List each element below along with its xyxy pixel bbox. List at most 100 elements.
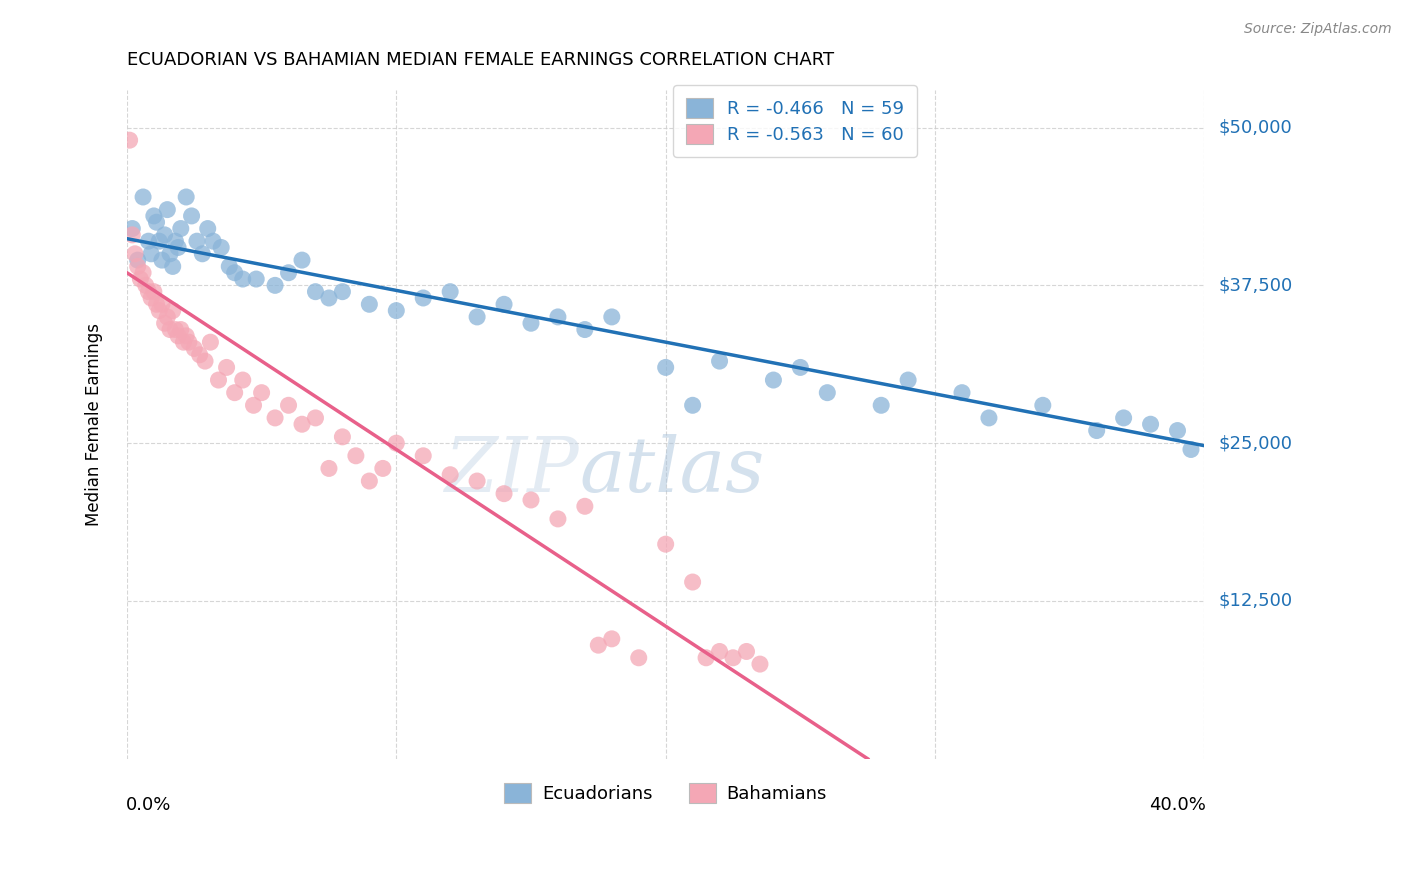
Legend: Ecuadorians, Bahamians: Ecuadorians, Bahamians bbox=[498, 776, 834, 810]
Point bbox=[344, 449, 367, 463]
Text: 40.0%: 40.0% bbox=[1149, 796, 1205, 814]
Point bbox=[194, 354, 217, 368]
Point bbox=[162, 303, 184, 318]
Point bbox=[950, 385, 973, 400]
Point bbox=[439, 467, 461, 482]
Text: atlas: atlas bbox=[579, 434, 765, 508]
Point bbox=[138, 285, 160, 299]
Point bbox=[762, 373, 785, 387]
Point bbox=[1112, 411, 1135, 425]
Point bbox=[574, 322, 596, 336]
Point bbox=[600, 310, 623, 324]
Point bbox=[385, 436, 408, 450]
Point bbox=[145, 297, 167, 311]
Point bbox=[385, 303, 408, 318]
Point bbox=[627, 650, 650, 665]
Point bbox=[264, 278, 287, 293]
Point bbox=[170, 221, 193, 235]
Point bbox=[153, 227, 176, 242]
Point bbox=[520, 316, 543, 330]
Point bbox=[132, 190, 155, 204]
Point bbox=[150, 297, 173, 311]
Point bbox=[215, 360, 238, 375]
Point bbox=[159, 322, 181, 336]
Point bbox=[156, 202, 179, 217]
Point bbox=[574, 500, 596, 514]
Point bbox=[186, 234, 208, 248]
Point bbox=[207, 373, 229, 387]
Point bbox=[153, 316, 176, 330]
Point bbox=[127, 253, 149, 268]
Point bbox=[242, 398, 264, 412]
Point bbox=[224, 266, 246, 280]
Point bbox=[371, 461, 394, 475]
Text: ZIP: ZIP bbox=[444, 434, 579, 508]
Point bbox=[142, 285, 165, 299]
Point bbox=[588, 638, 610, 652]
Point bbox=[118, 133, 141, 147]
Point bbox=[1166, 424, 1188, 438]
Point bbox=[167, 240, 190, 254]
Text: Source: ZipAtlas.com: Source: ZipAtlas.com bbox=[1244, 22, 1392, 37]
Text: $12,500: $12,500 bbox=[1219, 592, 1292, 610]
Text: $25,000: $25,000 bbox=[1219, 434, 1292, 452]
Point bbox=[789, 360, 811, 375]
Point bbox=[520, 493, 543, 508]
Point bbox=[897, 373, 920, 387]
Point bbox=[492, 297, 515, 311]
Point bbox=[232, 373, 254, 387]
Point bbox=[332, 430, 354, 444]
Point bbox=[682, 398, 704, 412]
Point bbox=[183, 342, 205, 356]
Point bbox=[200, 335, 222, 350]
Point bbox=[870, 398, 893, 412]
Point bbox=[141, 291, 163, 305]
Point bbox=[465, 310, 488, 324]
Point bbox=[709, 644, 731, 658]
Point bbox=[304, 285, 326, 299]
Point bbox=[412, 291, 434, 305]
Point bbox=[174, 329, 197, 343]
Point bbox=[815, 385, 838, 400]
Text: ECUADORIAN VS BAHAMIAN MEDIAN FEMALE EARNINGS CORRELATION CHART: ECUADORIAN VS BAHAMIAN MEDIAN FEMALE EAR… bbox=[127, 51, 834, 69]
Point bbox=[695, 650, 717, 665]
Point bbox=[148, 234, 170, 248]
Point bbox=[121, 227, 143, 242]
Point bbox=[291, 253, 314, 268]
Point bbox=[180, 209, 202, 223]
Point bbox=[202, 234, 225, 248]
Point bbox=[172, 335, 194, 350]
Point bbox=[132, 266, 155, 280]
Point bbox=[141, 247, 163, 261]
Point bbox=[145, 215, 167, 229]
Point bbox=[1032, 398, 1054, 412]
Text: 0.0%: 0.0% bbox=[125, 796, 172, 814]
Point bbox=[191, 247, 214, 261]
Point bbox=[412, 449, 434, 463]
Point bbox=[218, 260, 240, 274]
Point bbox=[167, 329, 190, 343]
Point bbox=[682, 575, 704, 590]
Point bbox=[165, 322, 187, 336]
Point bbox=[1085, 424, 1108, 438]
Point bbox=[465, 474, 488, 488]
Point bbox=[245, 272, 267, 286]
Point bbox=[264, 411, 287, 425]
Point bbox=[156, 310, 179, 324]
Point bbox=[124, 247, 146, 261]
Point bbox=[654, 360, 676, 375]
Point bbox=[977, 411, 1000, 425]
Point bbox=[177, 335, 200, 350]
Point bbox=[709, 354, 731, 368]
Point bbox=[142, 209, 165, 223]
Point bbox=[197, 221, 219, 235]
Point bbox=[121, 221, 143, 235]
Point bbox=[148, 303, 170, 318]
Point bbox=[749, 657, 772, 672]
Point bbox=[654, 537, 676, 551]
Point bbox=[359, 297, 381, 311]
Point bbox=[188, 348, 211, 362]
Point bbox=[547, 512, 569, 526]
Point bbox=[547, 310, 569, 324]
Point bbox=[1139, 417, 1161, 432]
